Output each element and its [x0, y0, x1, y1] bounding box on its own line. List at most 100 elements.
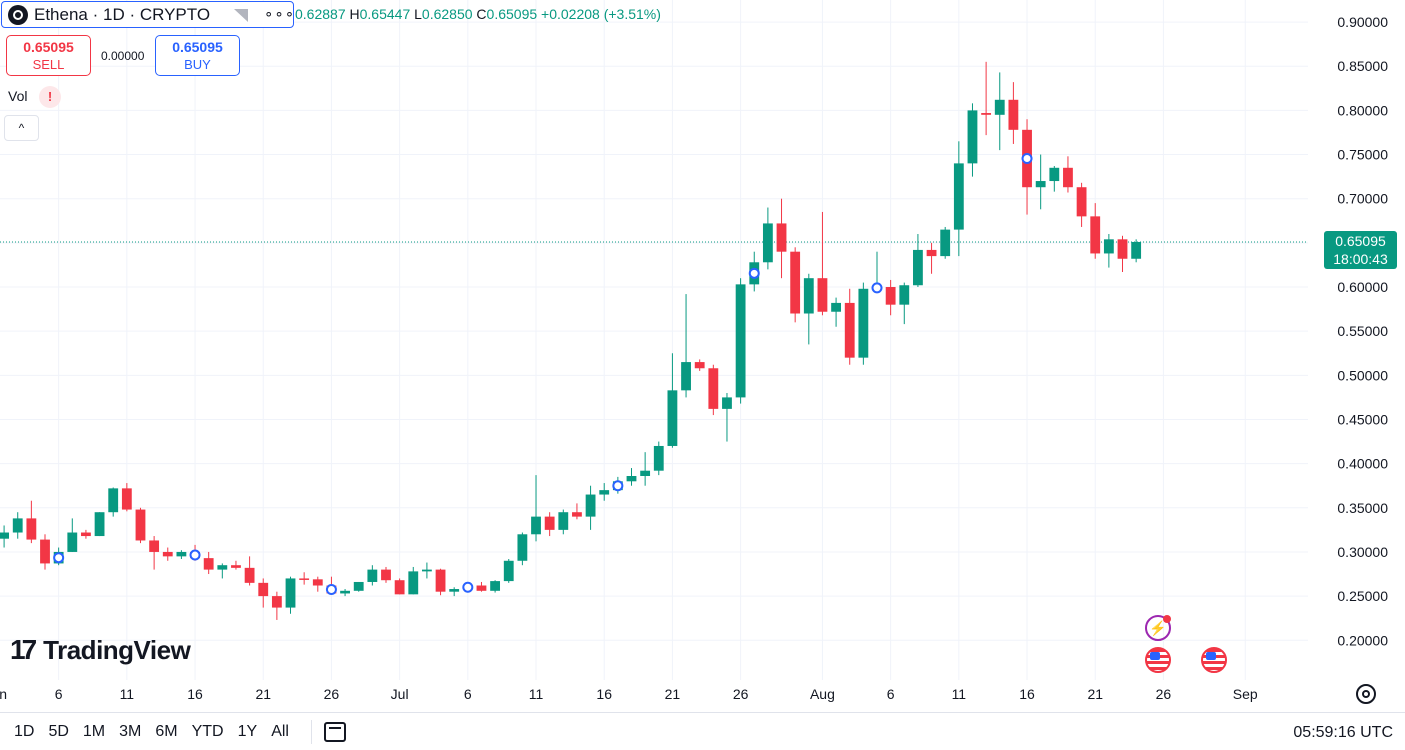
- y-tick-label: 0.30000: [1337, 544, 1388, 560]
- ohlc-low-label: L: [414, 6, 422, 22]
- range-5d-button[interactable]: 5D: [48, 722, 69, 740]
- x-tick-label: 26: [733, 686, 749, 702]
- candle-body: [1076, 187, 1087, 217]
- range-1d-button[interactable]: 1D: [14, 722, 35, 740]
- volume-indicator-label[interactable]: Vol: [8, 88, 28, 104]
- x-tick-label: 16: [596, 686, 612, 702]
- candle-body: [476, 585, 487, 591]
- x-tick-label: Sep: [1233, 686, 1258, 702]
- us-flag-event-icon[interactable]: [1201, 647, 1227, 673]
- candle-body: [626, 476, 637, 482]
- bottom-toolbar: 1D 5D 1M 3M 6M YTD 1Y All 05:59:16 UTC: [0, 712, 1405, 750]
- y-tick-label: 0.20000: [1337, 632, 1388, 648]
- candle-body: [585, 494, 596, 517]
- spread-value: 0.00000: [101, 49, 145, 63]
- more-dots-icon[interactable]: ∘∘∘: [264, 6, 296, 23]
- candle-body: [926, 249, 937, 257]
- settings-gear-icon[interactable]: [1356, 684, 1376, 704]
- candle-body: [994, 99, 1005, 115]
- warning-icon[interactable]: !: [39, 86, 61, 108]
- x-tick-label: 6: [464, 686, 472, 702]
- x-tick-label: n: [0, 686, 7, 702]
- candle-body: [121, 488, 132, 510]
- candle-body: [381, 569, 391, 581]
- candle-body: [681, 362, 691, 391]
- chevron-up-icon: ^: [18, 121, 25, 135]
- y-tick-label: 0.60000: [1337, 279, 1388, 295]
- candle-body: [26, 518, 37, 540]
- candle-body: [394, 580, 405, 595]
- x-tick-label: 21: [255, 686, 271, 702]
- candle-body: [817, 278, 828, 312]
- candle-body: [762, 223, 773, 263]
- candle-body: [108, 488, 119, 513]
- utc-clock[interactable]: 05:59:16 UTC: [1293, 724, 1393, 741]
- y-tick-label: 0.40000: [1337, 456, 1388, 472]
- sell-button[interactable]: 0.65095 SELL: [6, 35, 91, 76]
- candle-body: [162, 551, 173, 557]
- range-all-button[interactable]: All: [271, 722, 289, 740]
- us-flag-event-icon[interactable]: [1145, 647, 1171, 673]
- candle-body: [1131, 241, 1142, 259]
- candle-body: [953, 163, 964, 230]
- candle-body: [640, 470, 651, 476]
- ohlc-low: 0.62850: [421, 6, 473, 22]
- ohlc-readout: 0.62887 H0.65447 L0.62850 C0.65095 +0.02…: [295, 6, 661, 22]
- event-marker-icon: [871, 282, 883, 294]
- y-tick-label: 0.35000: [1337, 500, 1388, 516]
- candlestick-chart[interactable]: 0.90000 0.85000 0.80000 0.75000 0.70000 0.650…: [0, 0, 1405, 712]
- tradingview-logo[interactable]: 17 TradingView: [10, 634, 191, 666]
- candle-body: [435, 569, 446, 592]
- lightning-event-icon[interactable]: ⚡: [1145, 615, 1171, 641]
- sell-label: SELL: [32, 57, 65, 72]
- candle-body: [885, 287, 896, 305]
- toolbar-divider: [310, 719, 312, 744]
- range-6m-button[interactable]: 6M: [155, 722, 178, 740]
- y-tick-label: 0.85000: [1337, 58, 1388, 74]
- candle-body: [1103, 239, 1114, 254]
- last-price-value: 0.65095: [1335, 233, 1386, 249]
- candle-body: [203, 558, 214, 570]
- x-tick-label: 21: [665, 686, 681, 702]
- y-tick-label: 0.70000: [1337, 191, 1388, 207]
- range-1m-button[interactable]: 1M: [82, 722, 106, 740]
- symbol-header[interactable]: Ethena · 1D · CRYPTO ∘∘∘: [1, 1, 294, 28]
- calendar-range-icon[interactable]: [323, 721, 346, 742]
- candle-body: [858, 288, 869, 358]
- candle-body: [312, 579, 323, 586]
- flag-icon[interactable]: [234, 9, 248, 22]
- y-tick-label: 0.25000: [1337, 588, 1388, 604]
- x-tick-label: 16: [187, 686, 203, 702]
- notification-dot-icon: [1163, 615, 1171, 623]
- buy-label: BUY: [184, 57, 211, 72]
- chart-area[interactable]: 0.90000 0.85000 0.80000 0.75000 0.70000 0.650…: [0, 0, 1405, 712]
- candle-body: [1035, 181, 1046, 188]
- candle-body: [1049, 167, 1060, 182]
- tradingview-wordmark: TradingView: [43, 634, 191, 665]
- candle-body: [1063, 167, 1073, 188]
- candle-body: [967, 110, 978, 164]
- candle-body: [299, 578, 310, 580]
- candle-body: [803, 278, 814, 314]
- y-tick-label: 0.50000: [1337, 367, 1388, 383]
- y-tick-label: 0.75000: [1337, 147, 1388, 163]
- candle-body: [899, 285, 910, 305]
- x-tick-label: 11: [120, 686, 135, 702]
- collapse-indicators-button[interactable]: ^: [4, 115, 39, 141]
- candle-body: [844, 302, 855, 358]
- ohlc-change: +0.02208 (+3.51%): [541, 6, 661, 22]
- buy-button[interactable]: 0.65095 BUY: [155, 35, 240, 76]
- range-ytd-button[interactable]: YTD: [191, 722, 224, 740]
- bar-countdown: 18:00:43: [1333, 251, 1388, 267]
- last-price-tag: 0.65095 18:00:43: [1324, 231, 1397, 269]
- range-3m-button[interactable]: 3M: [119, 722, 142, 740]
- candle-body: [135, 509, 146, 541]
- y-tick-label: 0.90000: [1337, 14, 1388, 30]
- candle-body: [940, 229, 951, 257]
- candle-body: [831, 302, 841, 312]
- x-tick-label: 26: [1156, 686, 1172, 702]
- range-1y-button[interactable]: 1Y: [237, 722, 258, 740]
- ohlc-open: 0.62887: [295, 6, 346, 22]
- candle-body: [449, 589, 460, 592]
- event-marker-icon: [325, 583, 337, 595]
